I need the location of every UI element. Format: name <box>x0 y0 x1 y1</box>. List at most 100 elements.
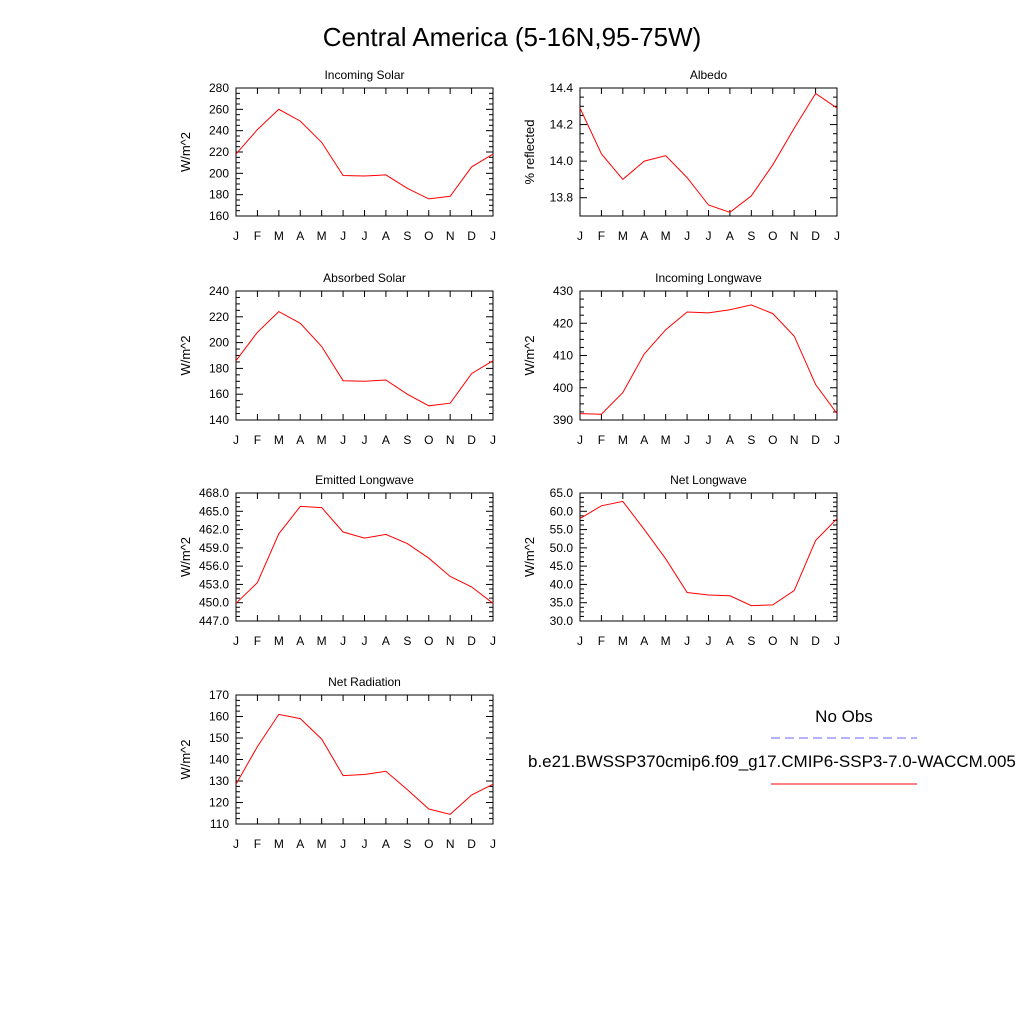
y-tick-label: 220 <box>209 310 229 324</box>
y-tick-label: 462.0 <box>199 523 229 537</box>
x-tick-label: D <box>811 634 820 648</box>
x-tick-label: F <box>254 837 261 851</box>
x-tick-label: M <box>274 229 284 243</box>
y-tick-label: 240 <box>209 124 229 138</box>
x-tick-label: J <box>233 229 239 243</box>
y-tick-label: 110 <box>210 817 229 831</box>
x-tick-label: F <box>598 433 605 447</box>
x-tick-label: J <box>834 433 840 447</box>
x-tick-label: F <box>254 634 261 648</box>
legend-obs-label: No Obs <box>815 707 873 726</box>
y-tick-label: 30.0 <box>550 614 574 628</box>
x-tick-label: N <box>790 433 799 447</box>
y-tick-label: 14.4 <box>550 81 574 95</box>
x-tick-label: A <box>382 229 390 243</box>
x-tick-label: N <box>446 634 455 648</box>
x-tick-label: A <box>640 433 648 447</box>
y-tick-label: 14.2 <box>550 118 574 132</box>
x-tick-label: A <box>726 229 734 243</box>
y-tick-label: 13.8 <box>550 191 574 205</box>
x-tick-label: A <box>296 229 304 243</box>
x-tick-label: F <box>254 229 261 243</box>
x-tick-label: J <box>362 433 368 447</box>
x-tick-label: M <box>317 634 327 648</box>
x-tick-label: O <box>768 433 777 447</box>
x-tick-label: S <box>403 433 411 447</box>
x-tick-label: A <box>726 634 734 648</box>
x-tick-label: M <box>618 229 628 243</box>
series-line <box>235 713 494 815</box>
x-tick-label: J <box>684 433 690 447</box>
y-tick-label: 160 <box>209 209 229 223</box>
x-tick-label: J <box>340 634 346 648</box>
legend-model-label: b.e21.BWSSP370cmip6.f09_g17.CMIP6-SSP3-7… <box>528 752 1016 771</box>
y-tick-label: 200 <box>209 166 229 180</box>
y-tick-label: 453.0 <box>199 577 229 591</box>
x-tick-label: A <box>382 433 390 447</box>
x-tick-label: J <box>490 634 496 648</box>
x-tick-label: S <box>747 433 755 447</box>
panel-title: Emitted Longwave <box>315 473 414 487</box>
x-tick-label: F <box>598 634 605 648</box>
x-tick-label: J <box>834 634 840 648</box>
x-tick-label: A <box>640 229 648 243</box>
x-tick-label: S <box>747 634 755 648</box>
series-line <box>235 310 494 407</box>
y-tick-label: 200 <box>209 336 229 350</box>
y-tick-label: 40.0 <box>550 577 574 591</box>
y-tick-label: 220 <box>209 145 229 159</box>
x-tick-label: D <box>467 634 476 648</box>
x-tick-label: J <box>834 229 840 243</box>
panel-title: Net Radiation <box>328 675 401 689</box>
x-tick-label: J <box>706 229 712 243</box>
x-tick-label: M <box>274 433 284 447</box>
x-tick-label: A <box>296 634 304 648</box>
x-tick-label: D <box>811 433 820 447</box>
x-tick-label: D <box>467 229 476 243</box>
series-line <box>579 500 838 607</box>
x-tick-label: J <box>362 634 368 648</box>
x-tick-label: O <box>424 837 433 851</box>
x-tick-label: M <box>317 837 327 851</box>
y-tick-label: 465.0 <box>199 504 229 518</box>
y-tick-label: 390 <box>553 413 573 427</box>
x-tick-label: A <box>296 837 304 851</box>
y-tick-label: 430 <box>553 284 573 298</box>
x-tick-label: N <box>446 229 455 243</box>
x-tick-label: A <box>296 433 304 447</box>
y-axis-label: W/m^2 <box>178 335 193 375</box>
y-tick-label: 260 <box>209 102 229 116</box>
y-tick-label: 130 <box>209 774 229 788</box>
x-tick-label: J <box>684 229 690 243</box>
plot-frame <box>579 87 838 217</box>
x-tick-label: O <box>424 634 433 648</box>
y-tick-label: 140 <box>209 753 229 767</box>
y-axis-label: W/m^2 <box>178 132 193 172</box>
x-tick-label: N <box>446 837 455 851</box>
y-tick-label: 447.0 <box>199 614 229 628</box>
x-tick-label: D <box>467 837 476 851</box>
x-tick-label: J <box>340 433 346 447</box>
y-tick-label: 170 <box>209 688 229 702</box>
x-tick-label: J <box>490 229 496 243</box>
x-tick-label: J <box>362 837 368 851</box>
panel-title: Albedo <box>690 68 728 82</box>
y-tick-label: 468.0 <box>199 486 229 500</box>
y-tick-label: 120 <box>209 796 229 810</box>
x-tick-label: N <box>790 229 799 243</box>
plot-frame <box>235 290 494 421</box>
x-tick-label: M <box>661 634 671 648</box>
y-tick-label: 459.0 <box>199 541 229 555</box>
y-tick-label: 60.0 <box>550 504 574 518</box>
x-tick-label: M <box>661 229 671 243</box>
panel-title: Net Longwave <box>670 473 747 487</box>
y-tick-label: 456.0 <box>199 559 229 573</box>
y-axis-label: W/m^2 <box>178 537 193 577</box>
x-tick-label: J <box>577 634 583 648</box>
